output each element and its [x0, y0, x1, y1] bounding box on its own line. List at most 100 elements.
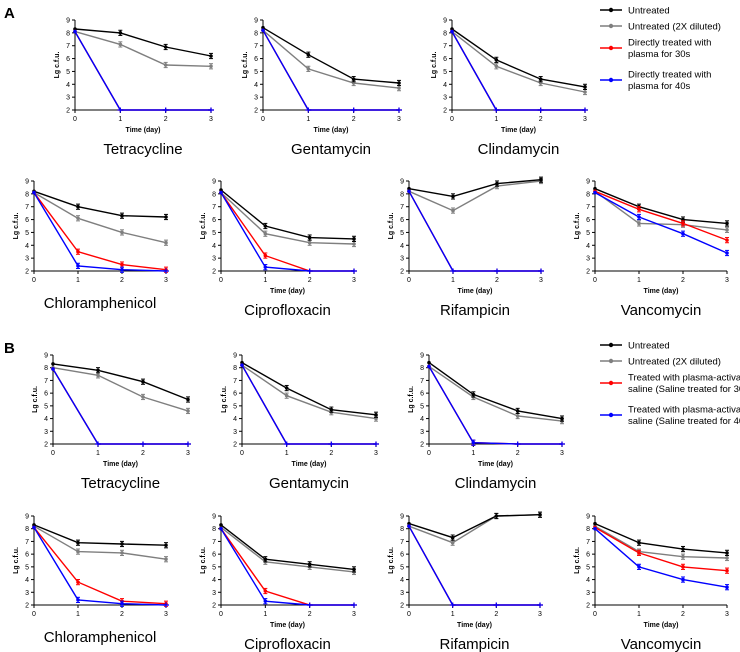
chart-b-vancomycin: 2 3 4 5 6 7 8 9 0 1 2 3 Lg c.f.u. Time (day) Vancomyci… — [574, 514, 729, 652]
series-blue — [407, 189, 544, 274]
chart-a-rifampicin: 2 3 4 5 6 7 8 9 0 1 2 3 Lg c.f.u. Time (day) Rifampici… — [388, 176, 544, 319]
data-point — [515, 409, 520, 413]
series-diluted — [51, 365, 190, 415]
data-point — [118, 42, 123, 47]
series-line-untreated — [220, 524, 355, 571]
chart-a-tetracycline: 2 3 4 5 6 7 8 9 0 1 2 3 Lg c.f.u. Time (day) Tetracycl… — [54, 18, 214, 158]
y-tick-label: 3 — [233, 429, 237, 436]
data-point — [681, 565, 685, 569]
chart-b-gentamycin: 2 3 4 5 6 7 8 9 0 1 2 3 Lg c.f.u. Time (day) Gentamyci… — [221, 353, 379, 492]
x-tick-label: 3 — [164, 277, 168, 284]
series-red — [407, 189, 544, 274]
data-point — [219, 188, 223, 192]
series-blue — [51, 367, 191, 447]
data-point — [374, 412, 378, 417]
series-blue — [261, 28, 402, 113]
data-point — [306, 602, 313, 608]
y-tick-label: 5 — [400, 230, 404, 237]
y-tick-label: 6 — [233, 391, 237, 398]
y-tick-label: 4 — [212, 243, 216, 250]
x-tick-label: 2 — [308, 611, 312, 618]
x-tick-label: 1 — [451, 277, 455, 284]
data-point — [76, 249, 80, 254]
data-point — [725, 251, 729, 255]
y-tick-label: 2 — [212, 603, 216, 610]
series-untreated — [450, 27, 587, 90]
y-tick-label: 7 — [400, 204, 404, 211]
data-point — [352, 237, 356, 241]
x-tick-label: 0 — [73, 116, 77, 123]
y-tick-label: 7 — [400, 539, 404, 546]
data-point — [637, 207, 641, 212]
data-point — [494, 514, 499, 518]
x-tick-label: 2 — [494, 611, 498, 618]
y-tick-label: 4 — [443, 82, 447, 89]
series-line-red — [428, 366, 562, 445]
legend-marker — [608, 380, 614, 386]
y-tick-label: 8 — [66, 30, 70, 37]
x-tick-label: 0 — [219, 277, 223, 284]
data-point — [352, 567, 356, 572]
series-line-red — [594, 190, 728, 241]
series-untreated — [32, 523, 168, 549]
y-tick-label: 3 — [586, 590, 590, 597]
series-line-diluted — [52, 367, 189, 412]
data-point — [120, 213, 124, 218]
series-blue — [32, 190, 169, 274]
y-tick-label: 5 — [25, 230, 29, 237]
legend-label: Treated with plasma-activated — [628, 373, 740, 384]
y-tick-label: 8 — [212, 526, 216, 533]
y-tick-label: 4 — [586, 243, 590, 250]
series-line-blue — [74, 31, 211, 111]
data-point — [263, 253, 268, 258]
series-untreated — [407, 176, 543, 200]
y-tick-label: 9 — [586, 514, 590, 521]
series-line-blue — [33, 192, 167, 272]
y-tick-label: 6 — [420, 391, 424, 398]
y-tick-label: 3 — [443, 95, 447, 102]
data-point — [209, 54, 213, 58]
chart-title: Vancomycin — [621, 636, 702, 652]
y-tick-label: 6 — [25, 217, 29, 224]
data-point — [164, 215, 168, 219]
data-point — [120, 262, 124, 267]
x-tick-label: 1 — [471, 450, 475, 457]
series-line-diluted — [408, 514, 541, 544]
y-tick-label: 7 — [25, 539, 29, 546]
data-point — [120, 230, 124, 235]
data-point — [96, 373, 100, 378]
data-point — [283, 441, 290, 447]
series-line-untreated — [594, 188, 728, 225]
data-point — [164, 557, 168, 562]
x-tick-label: 0 — [593, 611, 597, 618]
x-axis-label: Time (day) — [270, 622, 305, 629]
data-point — [96, 368, 100, 373]
data-point — [185, 441, 191, 447]
x-tick-label: 1 — [306, 116, 310, 123]
series-line-red — [594, 526, 728, 572]
chart-title: Tetracycline — [81, 475, 160, 492]
data-point — [373, 441, 379, 447]
series-blue — [407, 524, 543, 608]
y-tick-label: 3 — [66, 95, 70, 102]
data-point — [725, 221, 729, 226]
series-untreated — [261, 25, 401, 87]
data-point — [76, 216, 80, 221]
series-red — [51, 367, 191, 447]
data-point — [163, 63, 168, 67]
data-point — [407, 524, 411, 528]
y-axis-label: Lg c.f.u. — [13, 547, 20, 574]
data-point — [450, 268, 456, 274]
data-point — [32, 190, 36, 195]
series-diluted — [450, 29, 587, 96]
series-blue — [427, 364, 565, 447]
data-point — [493, 107, 500, 113]
data-point — [407, 189, 411, 194]
legend-label: plasma for 40s — [628, 81, 691, 92]
data-point — [284, 393, 289, 398]
x-tick-label: 3 — [725, 611, 729, 618]
data-point — [593, 526, 597, 531]
y-tick-label: 7 — [586, 539, 590, 546]
y-axis-label: Lg c.f.u. — [408, 386, 415, 413]
panel-letter-a: A — [4, 5, 15, 22]
